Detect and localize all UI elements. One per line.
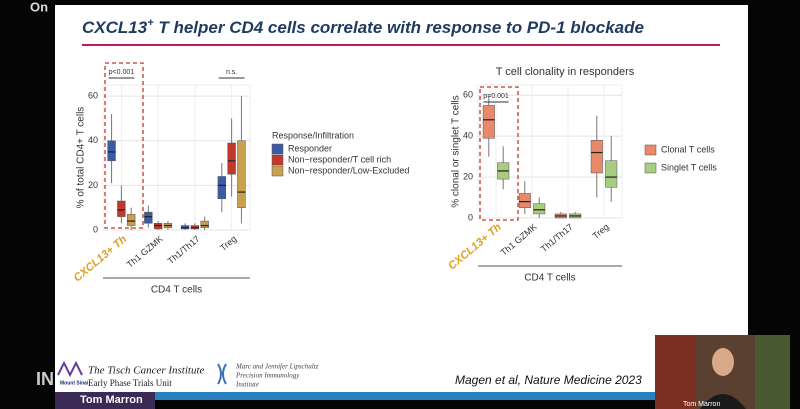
speaker-body bbox=[700, 394, 746, 409]
y-tick-label: 60 bbox=[88, 91, 98, 101]
highlight-box bbox=[479, 86, 519, 221]
precision-3: Institute bbox=[235, 381, 259, 389]
box bbox=[107, 140, 116, 162]
highlight-box bbox=[104, 62, 144, 229]
group-label: CD4 T cells bbox=[151, 285, 202, 296]
legend-swatch bbox=[271, 165, 284, 177]
title-rest: T helper CD4 cells correlate with respon… bbox=[154, 18, 644, 37]
chart-title: T cell clonality in responders bbox=[496, 66, 635, 78]
box bbox=[127, 214, 136, 226]
group-label: CD4 T cells bbox=[524, 273, 575, 284]
y-axis-title: % clonal or singlet T cells bbox=[451, 95, 462, 207]
logo-mark bbox=[217, 363, 227, 385]
y-tick-label: 20 bbox=[88, 180, 98, 190]
plot-panel bbox=[102, 84, 251, 231]
slide-title: CXCL13+ T helper CD4 cells correlate wit… bbox=[82, 17, 644, 38]
box bbox=[200, 220, 209, 229]
box bbox=[144, 211, 153, 224]
institute: The Tisch Cancer Institute bbox=[88, 365, 205, 377]
y-tick-label: 60 bbox=[463, 90, 473, 100]
title-sup: + bbox=[147, 17, 154, 29]
box bbox=[227, 142, 236, 175]
citation: Magen et al, Nature Medicine 2023 bbox=[455, 373, 642, 387]
legend-label: Clonal T cells bbox=[661, 144, 715, 154]
box bbox=[605, 160, 618, 188]
speaker-face bbox=[712, 348, 734, 376]
video-name: Tom Marron bbox=[683, 401, 720, 408]
video-bg bbox=[655, 335, 695, 409]
box bbox=[217, 176, 226, 200]
legend-swatch bbox=[271, 154, 284, 166]
y-axis-title: % of total CD4+ T cells bbox=[76, 107, 87, 209]
legend-title: Response/Infiltration bbox=[272, 130, 354, 140]
y-tick-label: 40 bbox=[463, 131, 473, 141]
precision-1: Marc and Jennifer Lipschultz bbox=[235, 363, 319, 371]
logo-mark bbox=[57, 360, 83, 378]
y-tick-label: 20 bbox=[463, 171, 473, 181]
annotation: p=0.001 bbox=[483, 93, 509, 100]
title-gene: CXCL13 bbox=[82, 18, 148, 37]
name-plate bbox=[55, 392, 155, 409]
box bbox=[533, 203, 546, 215]
legend-label: Singlet T cells bbox=[661, 162, 717, 172]
y-tick-label: 40 bbox=[88, 135, 98, 145]
unit: Early Phase Trials Unit bbox=[88, 378, 172, 388]
box bbox=[590, 139, 603, 174]
box bbox=[518, 193, 531, 209]
annotation: n.s. bbox=[226, 69, 237, 76]
legend-swatch bbox=[644, 144, 657, 156]
speaker-name: Tom Marron bbox=[80, 394, 143, 406]
y-tick-label: 0 bbox=[93, 224, 98, 234]
box bbox=[117, 200, 126, 217]
legend-label: Non−responder/Low-Excluded bbox=[288, 165, 409, 175]
precision-2: Precision Immunology bbox=[235, 372, 300, 380]
legend-label: Responder bbox=[288, 143, 332, 153]
box bbox=[482, 105, 495, 139]
mount-sinai: Mount Sinai bbox=[60, 380, 89, 386]
legend-swatch bbox=[644, 162, 657, 174]
annotation: p<0.001 bbox=[109, 69, 135, 76]
box bbox=[237, 140, 246, 208]
legend-swatch bbox=[271, 143, 284, 155]
corner-text: On bbox=[30, 0, 48, 14]
legend-label: Non−responder/T cell rich bbox=[288, 154, 391, 164]
y-tick-label: 0 bbox=[468, 212, 473, 222]
left-text: IN bbox=[36, 369, 54, 389]
bottom-bar bbox=[55, 392, 748, 400]
video-bg bbox=[755, 335, 790, 409]
